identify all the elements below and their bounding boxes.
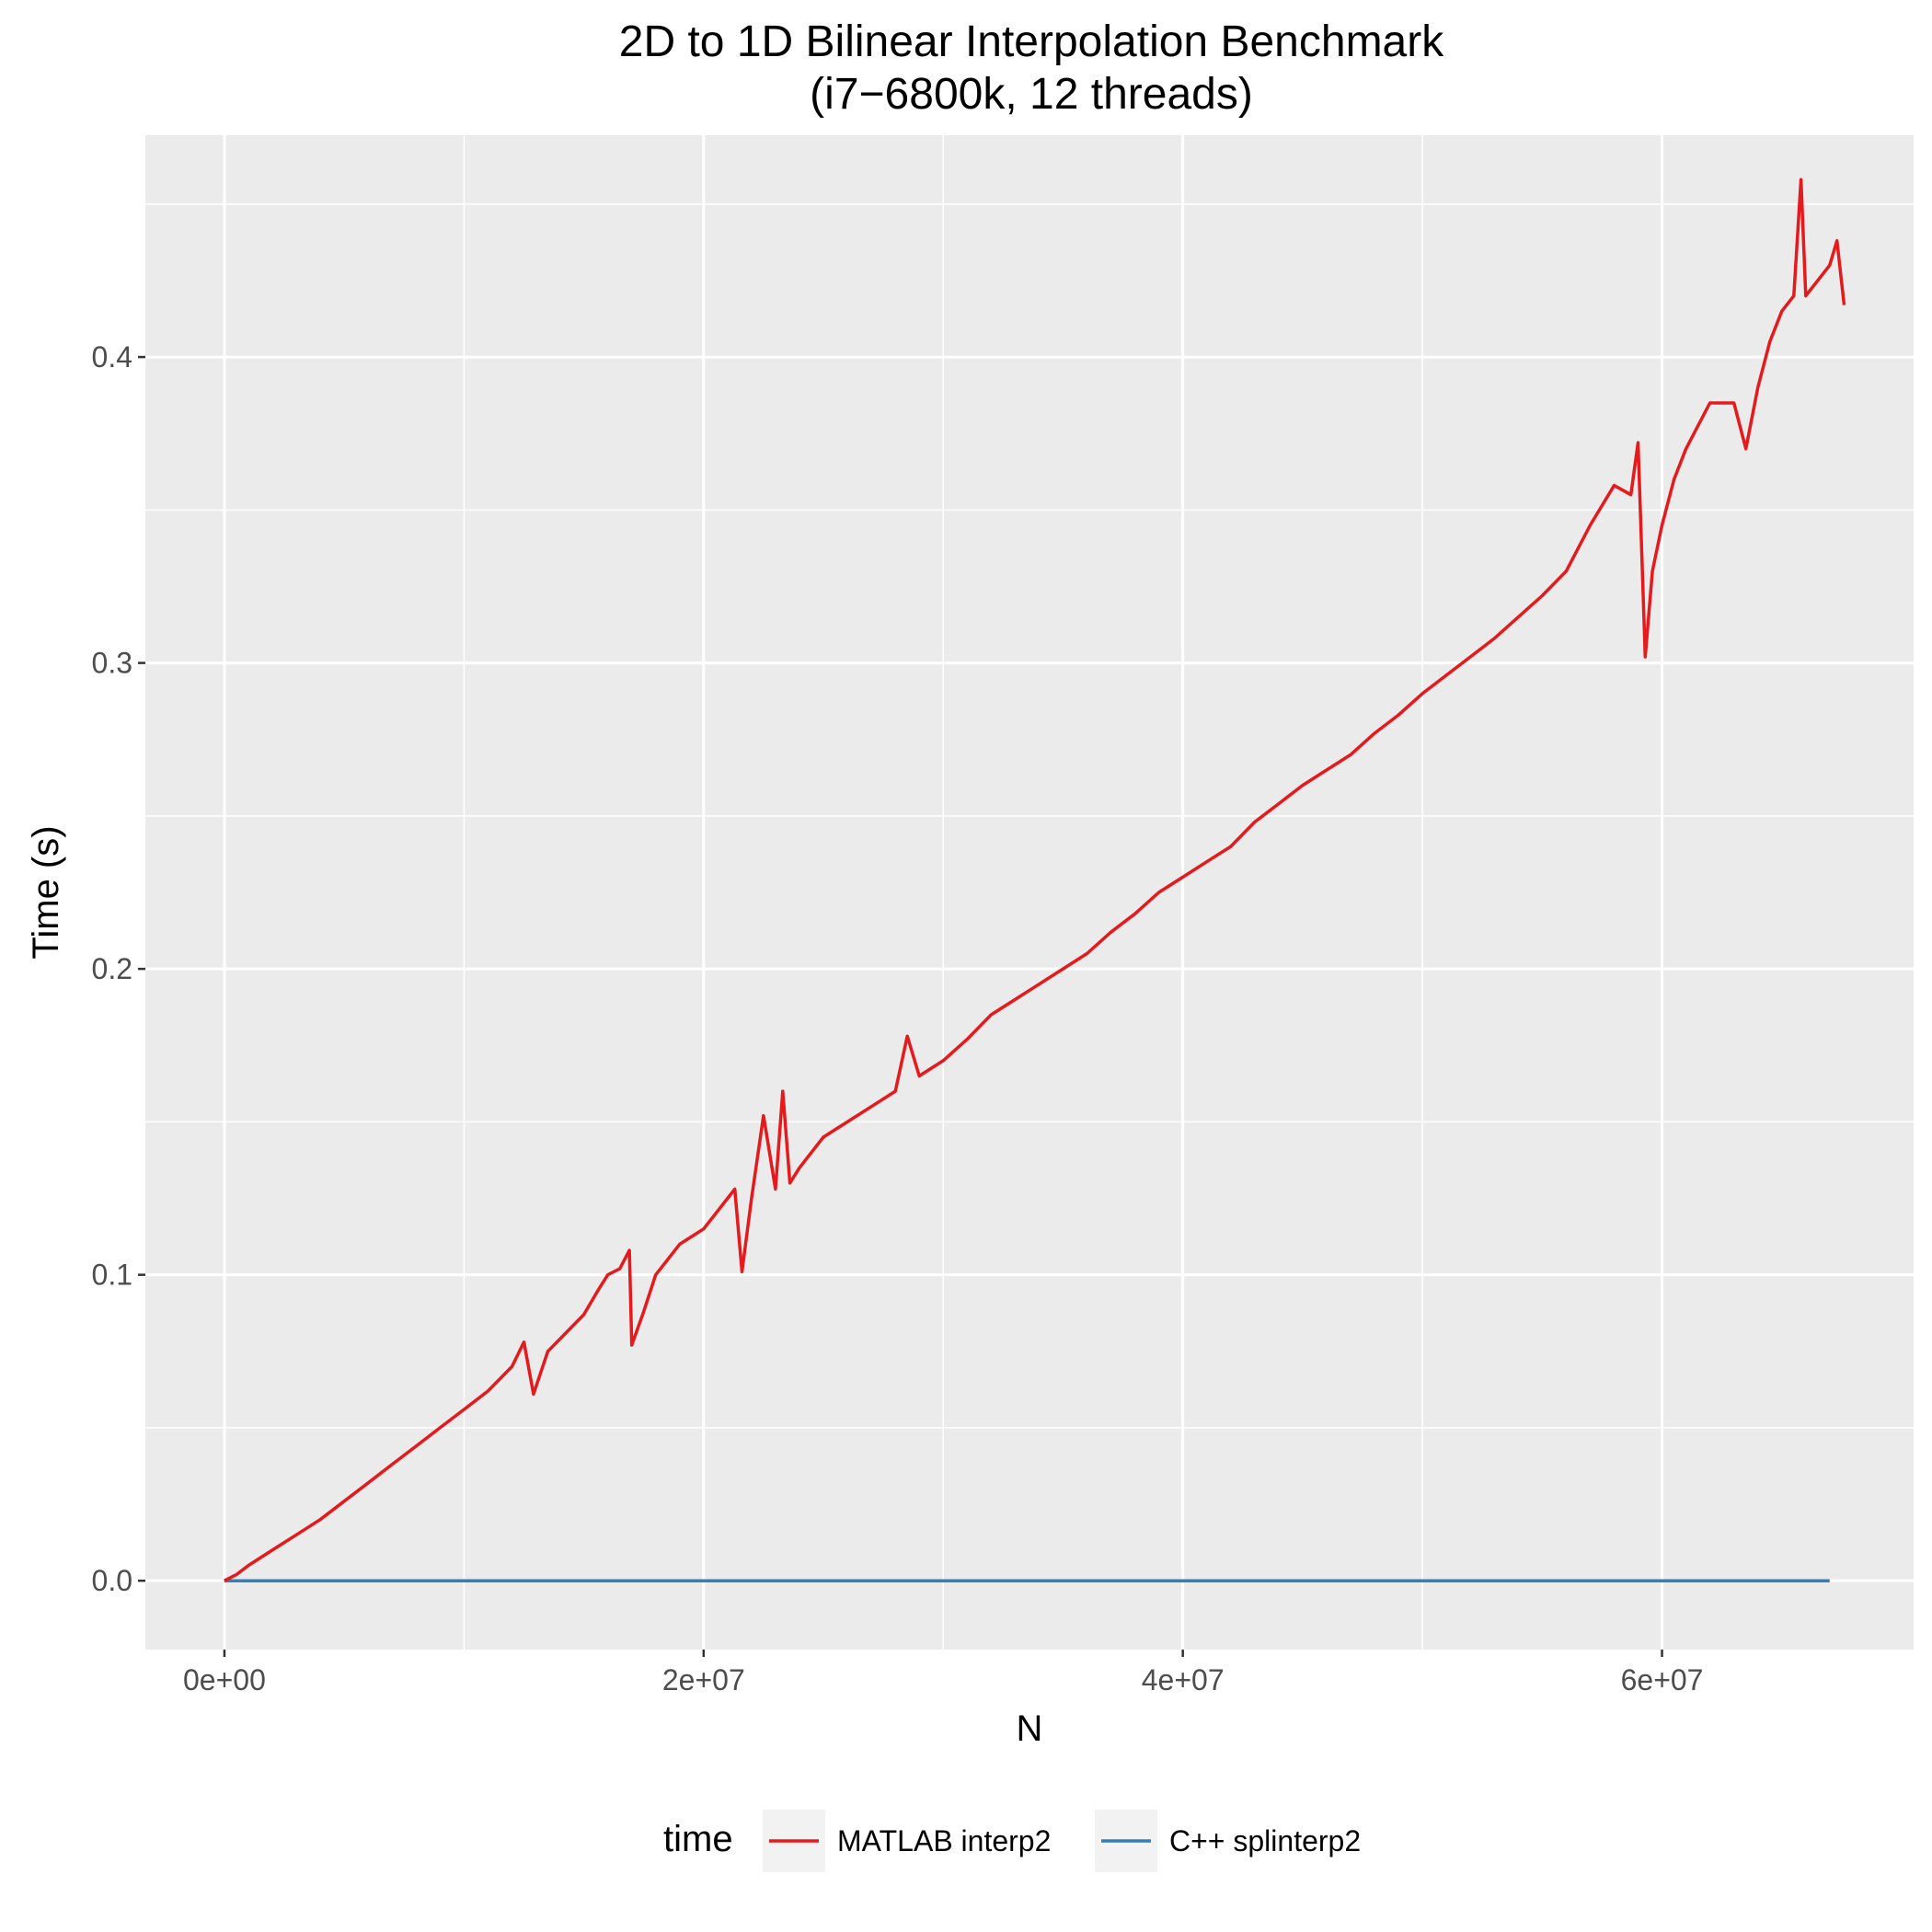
y-tick-label: 0.0 <box>92 1564 132 1597</box>
x-tick-label: 2e+07 <box>662 1663 745 1696</box>
x-tick-label: 4e+07 <box>1142 1663 1225 1696</box>
y-tick-label: 0.3 <box>92 647 132 680</box>
chart-subtitle: (i7−6800k, 12 threads) <box>810 70 1253 119</box>
y-axis: 0.0 0.1 0.2 0.3 0.4 <box>92 340 145 1597</box>
x-axis-title: N <box>1017 1708 1043 1749</box>
plot-panel <box>145 135 1914 1650</box>
chart-title: 2D to 1D Bilinear Interpolation Benchmar… <box>619 17 1444 66</box>
legend-label-cpp: C++ splinterp2 <box>1169 1824 1361 1857</box>
y-axis-title: Time (s) <box>26 825 66 959</box>
y-tick-label: 0.1 <box>92 1259 132 1292</box>
legend: time MATLAB interp2 C++ splinterp2 <box>663 1810 1361 1872</box>
x-tick-label: 0e+00 <box>183 1663 266 1696</box>
legend-title: time <box>663 1819 733 1859</box>
series-line-matlab <box>224 178 1846 1582</box>
series-layer <box>224 178 1846 1582</box>
legend-label-matlab: MATLAB interp2 <box>837 1824 1051 1857</box>
y-tick-label: 0.4 <box>92 340 132 374</box>
y-tick-label: 0.2 <box>92 952 132 985</box>
x-tick-label: 6e+07 <box>1621 1663 1704 1696</box>
x-axis: 0e+00 2e+07 4e+07 6e+07 <box>183 1650 1703 1696</box>
